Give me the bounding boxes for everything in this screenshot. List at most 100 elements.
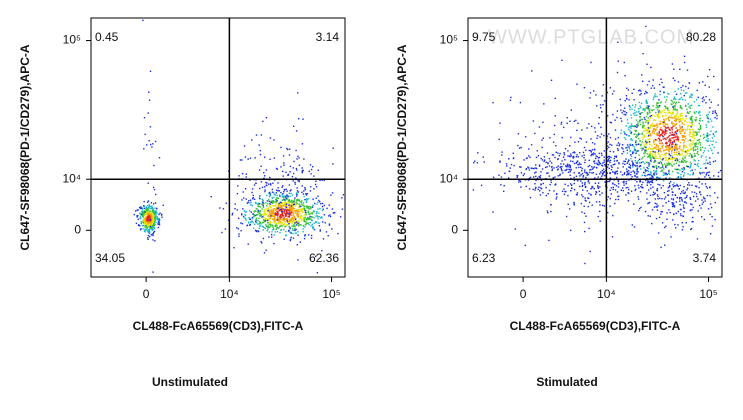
event-dot [150, 226, 153, 228]
event-dot [141, 212, 144, 214]
event-dot [290, 209, 293, 212]
event-dot [616, 191, 619, 193]
event-dot [154, 207, 156, 209]
event-dot [635, 165, 637, 167]
event-dot [289, 213, 291, 215]
event-dot [266, 203, 269, 205]
event-dot [678, 147, 681, 150]
event-dot [655, 133, 658, 136]
event-dot [158, 224, 161, 226]
event-dot [678, 101, 680, 103]
event-dot [704, 162, 707, 164]
event-dot [672, 106, 674, 108]
event-dot [150, 234, 152, 236]
event-dot [683, 136, 685, 138]
event-dot [561, 59, 563, 61]
event-dot [654, 138, 657, 141]
event-dot [624, 110, 626, 113]
event-dot [281, 213, 284, 216]
event-dot [259, 187, 261, 190]
event-dot [678, 198, 681, 200]
event-dot [644, 152, 646, 154]
event-dot [697, 210, 699, 212]
event-dot [292, 202, 295, 205]
event-dot [288, 220, 291, 222]
event-dot [305, 194, 308, 196]
event-dot [617, 142, 620, 144]
event-dot [707, 113, 709, 116]
event-dot [675, 118, 677, 121]
event-dot [276, 214, 278, 216]
event-dot [610, 193, 612, 195]
event-dot [257, 210, 259, 212]
event-dot [639, 191, 642, 193]
event-dot [688, 144, 691, 146]
event-dot [302, 224, 305, 227]
event-dot [661, 159, 664, 161]
event-dot [304, 234, 306, 236]
event-dot [143, 207, 146, 209]
event-dot [679, 68, 681, 70]
event-dot [492, 211, 494, 213]
event-dot [274, 219, 277, 222]
event-dot [625, 183, 627, 185]
quadrant-percent: 34.05 [95, 251, 125, 265]
event-dot [686, 195, 688, 197]
event-dot [685, 85, 687, 88]
event-dot [692, 147, 694, 149]
event-dot [709, 118, 712, 120]
event-dot [613, 90, 615, 92]
event-dot [150, 219, 152, 221]
event-dot [652, 105, 654, 107]
event-dot [709, 161, 711, 163]
event-dot [680, 113, 682, 115]
event-dot [658, 135, 661, 137]
event-dot [610, 169, 613, 171]
event-dot [251, 188, 254, 190]
x-tick-label: 0 [143, 287, 150, 301]
event-dot [237, 185, 239, 187]
event-dot [249, 199, 252, 201]
event-dot [277, 211, 279, 213]
event-dot [153, 210, 156, 213]
event-dot [674, 168, 676, 170]
event-dot [697, 139, 700, 141]
event-dot [654, 153, 656, 155]
event-dot [705, 167, 707, 169]
event-dot [296, 169, 298, 171]
event-dot [639, 116, 642, 118]
event-dot [158, 219, 161, 221]
event-dot [541, 146, 543, 149]
event-dot [261, 203, 263, 206]
event-dot [282, 155, 285, 157]
event-dot [151, 207, 154, 209]
event-dot [654, 119, 657, 122]
event-dot [266, 219, 269, 222]
event-dot [279, 206, 281, 209]
event-dot [653, 125, 655, 127]
event-dot [702, 81, 704, 83]
event-dot [574, 141, 576, 143]
event-dot [147, 237, 149, 239]
event-dot [156, 207, 158, 210]
event-dot [644, 93, 646, 95]
event-dot [265, 249, 267, 251]
event-dot [625, 147, 627, 149]
event-dot [668, 115, 671, 118]
event-dot [603, 159, 605, 161]
event-dot [549, 184, 551, 186]
event-dot [273, 242, 275, 245]
event-dot [682, 147, 685, 150]
event-dot [153, 230, 156, 233]
event-dot [652, 79, 654, 81]
event-dot [155, 210, 157, 212]
event-dot [309, 186, 312, 188]
event-dot [289, 190, 291, 192]
event-dot [603, 156, 605, 158]
event-dot [153, 215, 155, 217]
event-dot [668, 147, 670, 149]
event-dot [308, 198, 310, 200]
event-dot [644, 174, 646, 177]
event-dot [650, 135, 652, 137]
event-dot [587, 180, 589, 183]
